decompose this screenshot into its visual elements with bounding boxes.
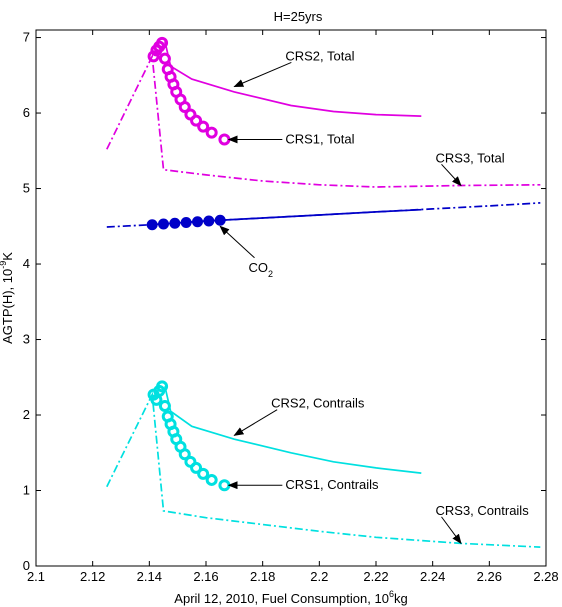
series-point-co2-markers	[214, 214, 226, 226]
series-point-co2-markers	[192, 216, 203, 228]
series-point-co2-markers	[180, 217, 192, 229]
annotation-crs1-contrails: CRS1, Contrails	[285, 477, 379, 492]
y-axis-label-text: AGTP(H), 10	[0, 269, 15, 344]
series-point-crs1-contrails	[197, 467, 210, 480]
x-tick-label: 2.2	[310, 569, 328, 584]
series-layer	[106, 36, 541, 548]
x-tick-label: 2.16	[193, 569, 218, 584]
series-point-crs1-total	[156, 36, 169, 49]
annotation-crs3-contrails: CRS3, Contrails	[436, 503, 530, 518]
x-tick-label: 2.26	[477, 569, 502, 584]
y-tick-label: 1	[23, 483, 30, 498]
series-point-co2-markers	[146, 219, 158, 231]
annotation-arrow	[219, 225, 255, 259]
series-point-co2-markers	[203, 215, 215, 227]
annotation-crs2-contrails: CRS2, Contrails	[271, 396, 365, 411]
series-point-crs1-contrails	[190, 461, 203, 474]
series-point-crs1-total	[218, 133, 231, 146]
x-axis-label-text: April 12, 2010, Fuel Consumption, 10	[174, 591, 389, 606]
series-point-co2-markers	[158, 218, 169, 230]
annotation-crs2-total: CRS2, Total	[285, 48, 354, 63]
series-line-crs2-total	[164, 41, 422, 117]
series-point-crs1-total	[190, 114, 203, 127]
x-tick-label: 2.1	[27, 569, 45, 584]
y-axis-ticks: 0 1 2 3 4 5 6 7	[23, 30, 546, 573]
plot-frame	[35, 29, 547, 567]
y-tick-label: 2	[23, 407, 30, 422]
x-tick-label: 2.12	[80, 569, 105, 584]
annotation-crs1-total: CRS1, Total	[285, 131, 354, 146]
series-point-crs1-contrails	[218, 479, 231, 492]
series-line-crs3-total	[106, 53, 541, 188]
series-point-crs1-total	[158, 52, 171, 65]
y-tick-label: 6	[23, 105, 30, 120]
y-axis-label: AGTP(H), 10-9K	[0, 252, 15, 344]
x-tick-label: 2.14	[137, 569, 162, 584]
y-axis-label-unit: K	[0, 252, 15, 261]
x-axis-ticks: 2.1 2.12 2.14 2.16 2.18 2.2 2.22 2.24 2.26 2.28	[27, 30, 559, 584]
y-tick-label: 0	[23, 558, 30, 573]
series-point-crs1-contrails	[178, 448, 191, 461]
annotation-arrow	[441, 516, 462, 545]
series-point-co2-markers	[169, 217, 181, 229]
x-tick-label: 2.18	[250, 569, 275, 584]
series-line-crs2-contrails	[164, 386, 422, 474]
y-axis-label-exponent: -9	[0, 261, 8, 269]
series-point-crs1-total	[205, 126, 218, 139]
annotation-layer: CRS2, Total CRS1, Total CRS3, Total CO2 CRS2…	[219, 48, 530, 545]
annotation-arrow	[233, 409, 278, 436]
annotation-arrow	[233, 61, 292, 88]
x-axis-label: April 12, 2010, Fuel Consumption, 106kg	[174, 589, 407, 606]
x-tick-label: 2.24	[420, 569, 445, 584]
y-tick-label: 5	[23, 181, 30, 196]
chart-title: H=25yrs	[274, 9, 323, 24]
y-tick-label: 3	[23, 332, 30, 347]
y-tick-label: 4	[23, 256, 30, 271]
series-point-crs1-total	[178, 101, 191, 114]
x-tick-label: 2.22	[363, 569, 388, 584]
x-axis-label-unit: kg	[394, 591, 408, 606]
annotation-arrow	[441, 163, 462, 187]
x-axis-label-exponent: 6	[389, 589, 394, 599]
series-point-crs1-contrails	[156, 380, 169, 393]
annotation-crs3-total: CRS3, Total	[436, 150, 505, 165]
annotation-co2: CO2	[249, 260, 274, 279]
x-tick-label: 2.28	[533, 569, 558, 584]
series-point-crs1-contrails	[205, 473, 218, 486]
series-point-crs1-contrails	[158, 399, 171, 412]
y-tick-label: 7	[23, 30, 30, 45]
series-point-crs1-total	[197, 120, 210, 133]
